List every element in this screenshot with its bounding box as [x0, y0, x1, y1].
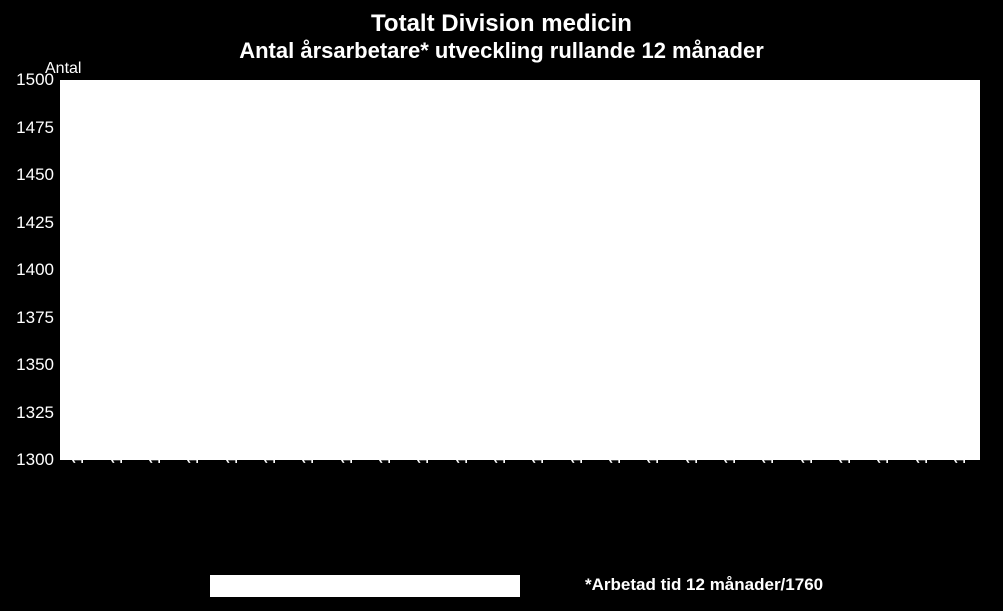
x-tick: 1102-1201 [70, 384, 88, 464]
y-axis-ticks: 130013251350137514001425145014751500 [0, 80, 58, 460]
x-tick: 1108-1207 [300, 384, 318, 464]
x-tick: 1209-1308 [799, 383, 817, 464]
x-tick: 1201-1212 [492, 383, 510, 464]
chart-title-line2: Antal årsarbetare* utveckling rullande 1… [0, 38, 1003, 63]
x-tick: 1110-1209 [377, 385, 395, 464]
y-tick: 1500 [16, 70, 54, 90]
x-tick: 1112-1211 [454, 386, 472, 464]
chart-container: Totalt Division medicin Antal årsarbetar… [0, 0, 1003, 611]
y-tick: 1350 [16, 355, 54, 375]
chart-footnote: *Arbetad tid 12 månader/1760 [585, 575, 823, 595]
x-tick: 1203-1302 [569, 383, 587, 464]
y-tick: 1425 [16, 213, 54, 233]
y-tick: 1450 [16, 165, 54, 185]
y-tick: 1375 [16, 308, 54, 328]
x-tick: 1210-1309 [837, 383, 855, 464]
x-tick: 1104-1203 [147, 384, 165, 464]
chart-title: Totalt Division medicin Antal årsarbetar… [0, 10, 1003, 63]
y-tick: 1400 [16, 260, 54, 280]
x-tick: 1105-1204 [185, 384, 203, 464]
chart-title-line1: Totalt Division medicin [0, 10, 1003, 38]
x-tick: 1211-1310 [875, 384, 893, 464]
x-tick: 1202-1301 [530, 383, 548, 464]
x-tick: 1111-1210 [415, 386, 433, 464]
y-tick: 1325 [16, 403, 54, 423]
legend-box [210, 575, 520, 597]
x-tick: 1207-1306 [722, 383, 740, 464]
x-axis-ticks: 1102-12011103-12021104-12031105-12041106… [60, 464, 980, 574]
x-tick: 1205-1304 [645, 383, 663, 464]
x-tick: 1206-1305 [684, 383, 702, 464]
x-tick: 1204-1303 [607, 383, 625, 464]
x-tick: 1212-1311 [914, 384, 932, 464]
y-tick: 1475 [16, 118, 54, 138]
x-tick: 1107-1206 [262, 384, 280, 464]
y-tick: 1300 [16, 450, 54, 470]
x-tick: 1106-1205 [224, 384, 242, 464]
x-tick: 1301-1312 [952, 383, 970, 464]
x-tick: 1109-1208 [339, 384, 357, 464]
x-tick: 1208-1307 [760, 383, 778, 464]
x-tick: 1103-1202 [109, 384, 127, 464]
